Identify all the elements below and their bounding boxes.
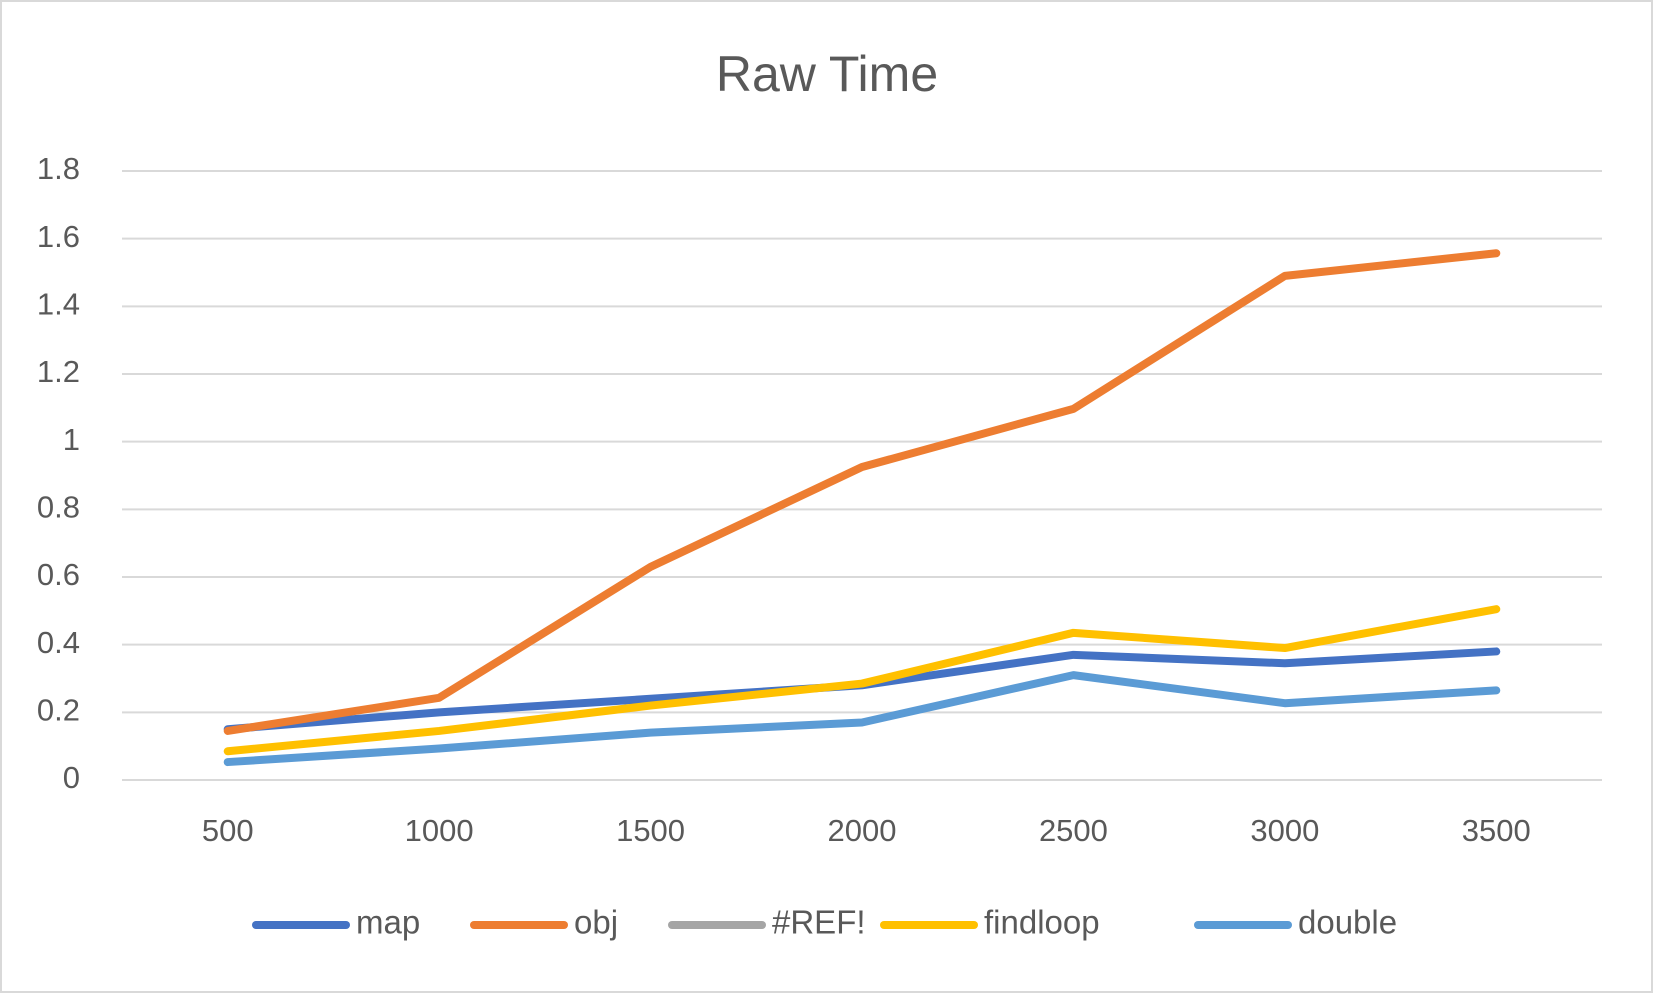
- x-tick-label: 1000: [405, 813, 474, 848]
- chart-title: Raw Time: [716, 46, 938, 102]
- legend-label: map: [356, 904, 420, 941]
- y-tick-label: 0.4: [37, 625, 80, 660]
- series-line: [223, 671, 1501, 767]
- x-tick-label: 3500: [1462, 813, 1531, 848]
- y-tick-label: 1.4: [37, 287, 80, 322]
- y-tick-label: 0: [63, 760, 80, 795]
- legend-label: findloop: [984, 904, 1100, 941]
- y-tick-label: 1: [63, 422, 80, 457]
- legend-label: double: [1298, 904, 1397, 941]
- y-tick-label: 1.6: [37, 219, 80, 254]
- x-tick-label: 2000: [828, 813, 897, 848]
- x-tick-label: 3000: [1250, 813, 1319, 848]
- series-line: [223, 605, 1501, 756]
- x-tick-label: 2500: [1039, 813, 1108, 848]
- y-tick-label: 1.2: [37, 354, 80, 389]
- y-tick-label: 0.2: [37, 693, 80, 728]
- series-line: [223, 249, 1501, 735]
- y-tick-label: 0.8: [37, 490, 80, 525]
- y-tick-label: 1.8: [37, 151, 80, 186]
- legend-label: obj: [574, 904, 618, 941]
- x-tick-label: 1500: [616, 813, 685, 848]
- x-tick-label: 500: [202, 813, 254, 848]
- legend-label: #REF!: [772, 904, 866, 941]
- y-tick-label: 0.6: [37, 557, 80, 592]
